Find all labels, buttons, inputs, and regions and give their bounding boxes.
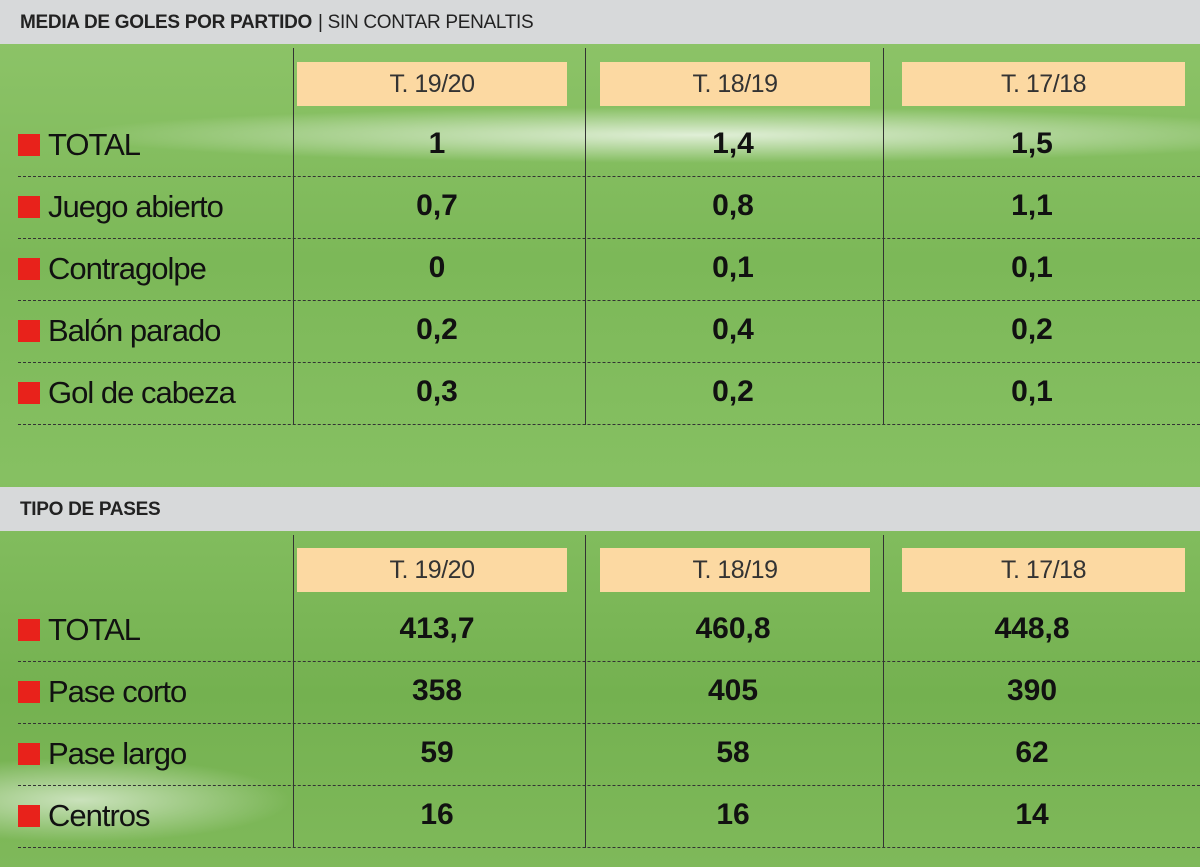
red-square-bullet-icon: [18, 134, 40, 156]
table-cell-value: 0,2: [1011, 313, 1053, 346]
table-cell-value: 0,4: [712, 313, 754, 346]
table-cell-value: 1: [428, 127, 446, 160]
row-label-text: Pase corto: [48, 674, 187, 709]
red-square-bullet-icon: [18, 196, 40, 218]
column-header: T. 18/19: [600, 62, 870, 106]
table-cell-value: 1,4: [712, 127, 754, 160]
section-header-band: MEDIA DE GOLES POR PARTIDO | SIN CONTAR P…: [0, 0, 1200, 44]
table-cell-value: 0,1: [1011, 251, 1053, 284]
table-cell-value: 59: [420, 736, 454, 769]
row-label-text: TOTAL: [48, 612, 141, 647]
table-cell-value: 0,2: [712, 375, 754, 408]
table-cell-value: 413,7: [399, 612, 475, 645]
column-divider: [293, 48, 294, 425]
section-title: MEDIA DE GOLES POR PARTIDO: [20, 12, 312, 33]
table-cell-value: 0,8: [712, 189, 754, 222]
section-heading: MEDIA DE GOLES POR PARTIDO | SIN CONTAR P…: [20, 12, 534, 34]
column-header: T. 17/18: [902, 62, 1185, 106]
row-label: Gol de cabeza: [18, 375, 236, 411]
table-cell-value: 0,1: [1011, 375, 1053, 408]
row-label: Contragolpe: [18, 251, 207, 287]
red-square-bullet-icon: [18, 258, 40, 280]
table-cell-value: 0,1: [712, 251, 754, 284]
table-cell-value: 58: [716, 736, 750, 769]
table-row: TOTAL 413,7 460,8 448,8: [18, 600, 1200, 662]
table-cell-value: 0,7: [416, 189, 458, 222]
table-row: Balón parado 0,2 0,4 0,2: [18, 301, 1200, 363]
row-label-text: Centros: [48, 798, 151, 833]
table-cell-value: 405: [707, 674, 759, 707]
table-row: TOTAL 1 1,4 1,5: [18, 115, 1200, 177]
table-row: Pase corto 358 405 390: [18, 662, 1200, 724]
table-row: Pase largo 59 58 62: [18, 724, 1200, 786]
row-label: TOTAL: [18, 127, 141, 163]
row-label: Juego abierto: [18, 189, 224, 225]
section-heading: TIPO DE PASES: [20, 499, 161, 521]
table-cell-value: 16: [716, 798, 750, 831]
red-square-bullet-icon: [18, 320, 40, 342]
table-cell-value: 358: [411, 674, 463, 707]
red-square-bullet-icon: [18, 743, 40, 765]
column-header: T. 18/19: [600, 548, 870, 592]
red-square-bullet-icon: [18, 382, 40, 404]
column-divider: [585, 48, 586, 425]
row-label-text: Juego abierto: [48, 189, 224, 224]
column-divider: [585, 535, 586, 848]
table-row: Centros 16 16 14: [18, 786, 1200, 848]
table-row: Gol de cabeza 0,3 0,2 0,1: [18, 363, 1200, 425]
red-square-bullet-icon: [18, 681, 40, 703]
table-cell-value: 14: [1015, 798, 1049, 831]
row-label: Balón parado: [18, 313, 221, 349]
row-label-text: Balón parado: [48, 313, 221, 348]
red-square-bullet-icon: [18, 805, 40, 827]
table-cell-value: 460,8: [695, 612, 771, 645]
row-label-text: TOTAL: [48, 127, 141, 162]
table-cell-value: 0,3: [416, 375, 458, 408]
row-label-text: Contragolpe: [48, 251, 207, 286]
column-header: T. 17/18: [902, 548, 1185, 592]
column-divider: [883, 48, 884, 425]
row-label-text: Pase largo: [48, 736, 187, 771]
row-label-text: Gol de cabeza: [48, 375, 236, 410]
table-cell-value: 448,8: [994, 612, 1070, 645]
table-cell-value: 62: [1015, 736, 1049, 769]
column-divider: [883, 535, 884, 848]
section-title: TIPO DE PASES: [20, 499, 161, 520]
table-cell-value: 16: [420, 798, 454, 831]
section-header-band: TIPO DE PASES: [0, 487, 1200, 531]
column-header: T. 19/20: [297, 548, 567, 592]
table-cell-value: 1,5: [1011, 127, 1053, 160]
row-label: Centros: [18, 798, 151, 834]
table-row: Contragolpe 0 0,1 0,1: [18, 239, 1200, 301]
column-header: T. 19/20: [297, 62, 567, 106]
row-label: TOTAL: [18, 612, 141, 648]
table-row: Juego abierto 0,7 0,8 1,1: [18, 177, 1200, 239]
table-cell-value: 1,1: [1011, 189, 1053, 222]
table-cell-value: 390: [1006, 674, 1058, 707]
row-label: Pase corto: [18, 674, 187, 710]
row-label: Pase largo: [18, 736, 187, 772]
red-square-bullet-icon: [18, 619, 40, 641]
column-divider: [293, 535, 294, 848]
section-subtitle: | SIN CONTAR PENALTIS: [318, 12, 534, 33]
table-cell-value: 0,2: [416, 313, 458, 346]
table-cell-value: 0: [428, 251, 446, 284]
